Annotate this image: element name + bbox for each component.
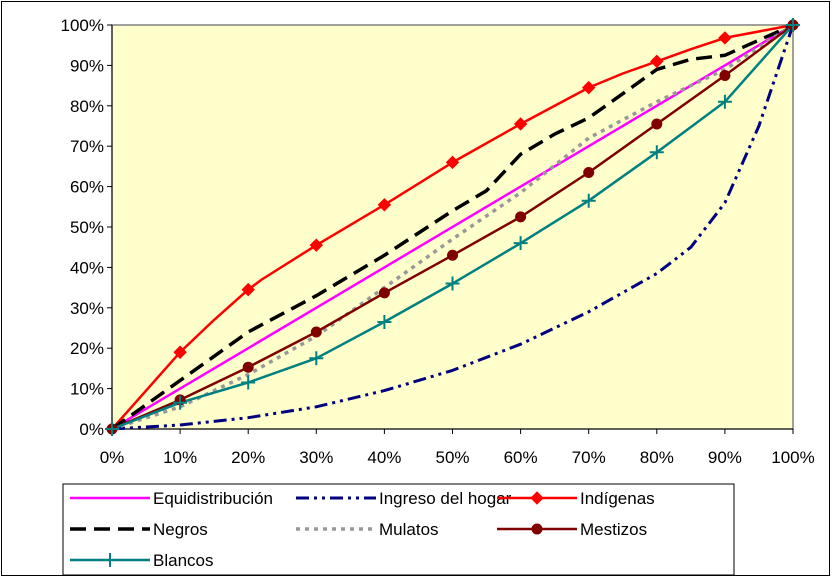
x-tick-label: 80% [640,448,674,467]
diamond-marker [309,238,324,252]
diamond-marker [445,155,460,170]
plus-marker [649,145,664,160]
circle-marker [378,287,390,299]
circle-marker [531,523,543,535]
diamond-marker [581,80,596,95]
y-tick-label: 10% [70,380,104,399]
x-tick-label: 60% [504,448,538,467]
legend-box [62,483,735,576]
y-tick-label: 0% [79,420,104,439]
legend: Equidistribución Ingreso del hogar Indígen… [62,483,735,576]
x-tick-label: 70% [572,448,606,467]
legend-label: Blancos [153,551,213,570]
x-tick-label: 30% [299,448,333,467]
circle-marker [447,249,458,261]
x-tick-label: 100% [771,448,814,467]
plus-marker [309,351,324,366]
legend-label: Ingreso del hogar [379,489,512,508]
plus-marker [377,314,392,329]
diamond-marker [530,491,544,505]
diamond-marker [241,282,255,297]
x-tick-label: 10% [163,448,197,467]
y-tick-label: 20% [70,339,104,358]
circle-marker [719,70,731,81]
legend-label: Negros [153,520,208,539]
plus-marker [445,276,460,291]
x-tick-label: 90% [708,448,742,467]
series-line-3 [110,23,794,431]
diamond-marker [173,345,187,359]
plus-marker [105,422,119,436]
circle-marker [515,211,527,223]
y-tick-label: 80% [70,97,104,116]
x-tick-label: 0% [100,448,125,467]
series-line-1 [111,24,795,431]
diamond-marker [650,54,664,69]
plus-marker [241,375,256,390]
diamond-marker [377,198,392,212]
y-tick-label: 30% [70,299,104,318]
x-tick-label: 40% [367,448,401,467]
x-tick-label: 20% [231,448,265,467]
y-tick-label: 70% [70,137,104,156]
plus-marker [173,395,188,410]
series-markers [105,18,800,436]
plus-marker [581,193,596,208]
legend-label: Mestizos [580,520,647,539]
plus-marker [513,236,528,251]
plus-marker [717,94,732,109]
y-tick-label: 60% [70,178,104,197]
y-tick-label: 50% [70,218,104,237]
circle-marker [310,326,322,338]
plus-marker [103,553,117,567]
series-line-0 [111,23,794,431]
circle-marker [583,166,595,178]
legend-label: Equidistribución [153,489,273,508]
y-tick-label: 100% [61,16,104,35]
diamond-marker [718,31,732,45]
circle-marker [242,361,254,373]
x-tick-label: 50% [435,448,469,467]
plus-marker [786,18,800,32]
axes: 0% 10% 20% 30% 40% 50% 60% 70% 80% 90% 100% 0% 10% 20… [61,16,815,467]
circle-marker [651,118,663,130]
legend-label: Indígenas [580,489,655,508]
y-tick-label: 40% [70,258,104,277]
diamond-marker [513,117,528,131]
y-tick-label: 90% [70,56,104,75]
legend-label: Mulatos [379,520,439,539]
